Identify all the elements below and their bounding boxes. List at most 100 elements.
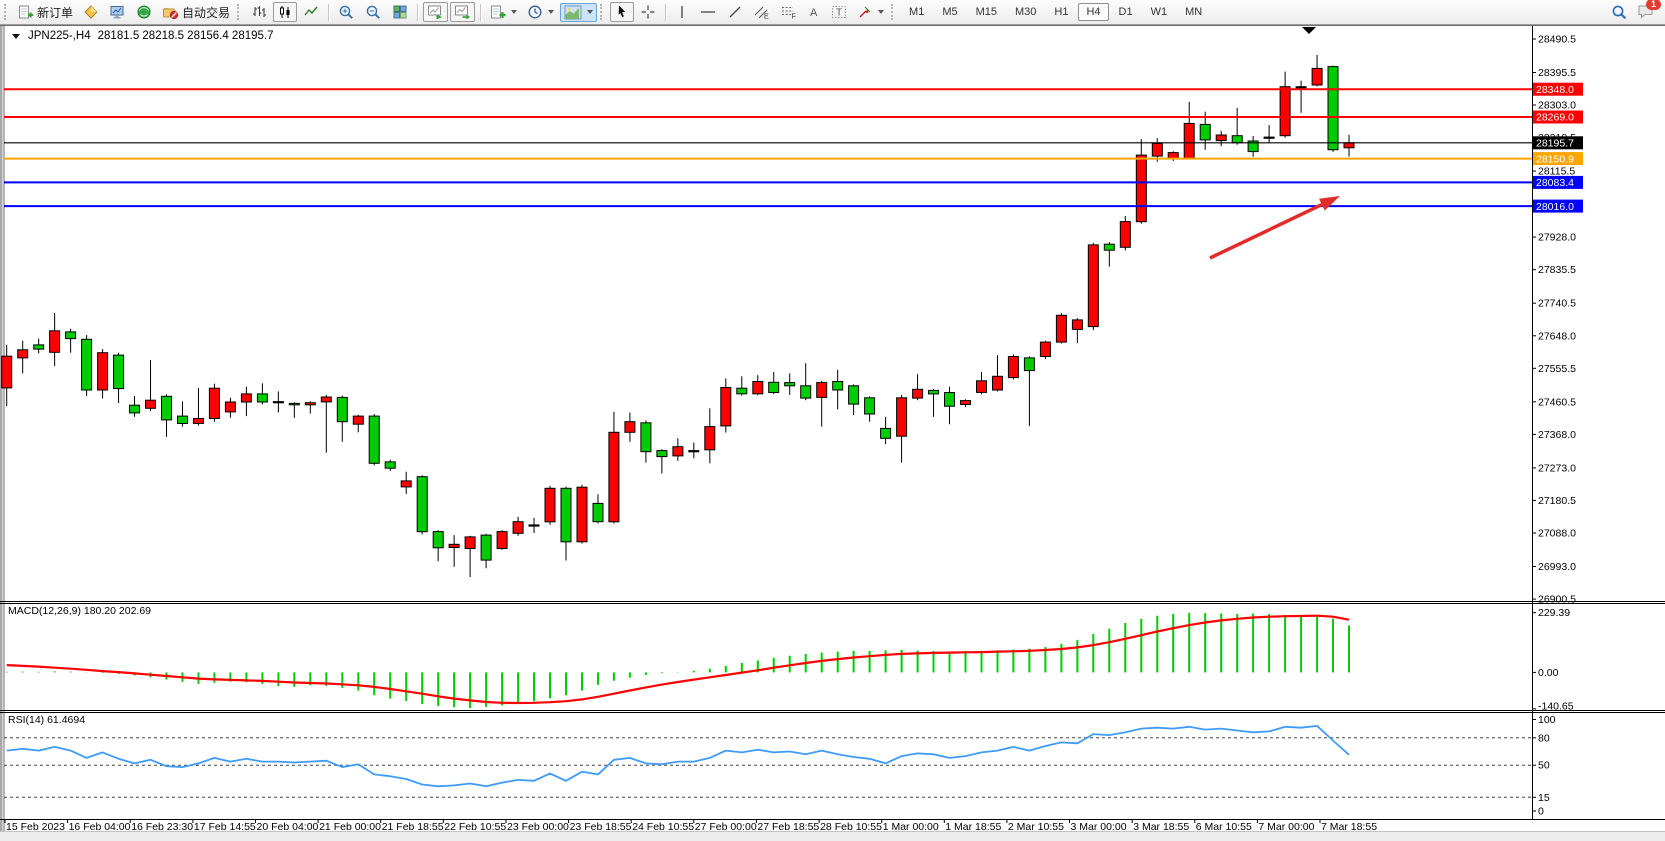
- candle: [704, 426, 716, 451]
- fibo-letter: F: [792, 14, 796, 21]
- templates-button[interactable]: [560, 2, 598, 22]
- timeframe-m5[interactable]: M5: [942, 6, 958, 18]
- tile-windows-icon: [393, 5, 407, 19]
- macd-indicator-label: MACD(12,26,9) 180.20 202.69: [8, 605, 152, 617]
- chart-ohlc-values: 28181.5 28218.5 28156.4 28195.7: [97, 30, 274, 42]
- svg-text:26900.5: 26900.5: [1538, 594, 1576, 606]
- toolbar-grip[interactable]: [600, 4, 605, 20]
- svg-text:229.39: 229.39: [1538, 607, 1570, 619]
- auto-trading-button[interactable]: 自动交易: [158, 2, 234, 23]
- candle: [432, 531, 444, 549]
- macd-signal-line: [6, 614, 1350, 705]
- new-order-button[interactable]: 新订单: [14, 2, 77, 23]
- svg-text:27 Feb 18:55: 27 Feb 18:55: [757, 821, 819, 833]
- text-label-icon: T: [832, 6, 847, 19]
- fibonacci-button[interactable]: F: [776, 2, 801, 22]
- candle: [880, 427, 892, 439]
- svg-text:15: 15: [1538, 792, 1550, 804]
- bar-chart-button[interactable]: [247, 2, 271, 22]
- svg-text:22 Feb 10:55: 22 Feb 10:55: [444, 821, 506, 833]
- candle: [416, 476, 428, 533]
- notifications-button[interactable]: 1: [1637, 0, 1661, 22]
- svg-text:21 Feb 00:00: 21 Feb 00:00: [319, 821, 381, 833]
- svg-text:26993.0: 26993.0: [1538, 561, 1576, 573]
- svg-text:27460.5: 27460.5: [1538, 396, 1576, 408]
- timeframe-h1[interactable]: H1: [1054, 6, 1069, 18]
- toolbar-separator: [665, 3, 667, 21]
- candle: [816, 382, 828, 398]
- cursor-button[interactable]: [610, 2, 635, 22]
- candle: [496, 531, 508, 549]
- svg-text:15 Feb 2023: 15 Feb 2023: [6, 821, 65, 833]
- equidistant-channel-button[interactable]: E: [749, 2, 774, 22]
- chart-shift-marker[interactable]: [1302, 27, 1316, 34]
- timeframe-h4[interactable]: H4: [1078, 3, 1109, 21]
- timeframe-d1[interactable]: D1: [1118, 6, 1133, 18]
- auto-scroll-button[interactable]: [423, 2, 449, 22]
- zoom-in-button[interactable]: [334, 2, 359, 23]
- market-depth-button[interactable]: [79, 2, 103, 22]
- zoom-out-button[interactable]: [361, 2, 386, 23]
- svg-text:28395.5: 28395.5: [1538, 67, 1576, 79]
- search-icon: [1612, 5, 1627, 19]
- svg-text:0.00: 0.00: [1538, 667, 1559, 679]
- timeframe-mn[interactable]: MN: [1185, 6, 1203, 18]
- text-button[interactable]: A: [803, 2, 825, 22]
- candle: [1183, 122, 1195, 159]
- vertical-line-button[interactable]: [671, 2, 693, 22]
- community-button[interactable]: [132, 2, 156, 22]
- timeframe-w1[interactable]: W1: [1150, 6, 1168, 18]
- candle: [800, 385, 812, 399]
- line-chart-icon: [304, 6, 318, 16]
- crosshair-icon: [641, 5, 655, 19]
- candle: [480, 534, 492, 561]
- trendline-button[interactable]: [723, 2, 747, 22]
- svg-text:28150.9: 28150.9: [1536, 153, 1574, 165]
- new-chart-button[interactable]: [486, 2, 521, 22]
- cursor-icon: [618, 5, 626, 18]
- dropdown-arrow-icon: [548, 10, 555, 14]
- candle: [177, 415, 188, 425]
- svg-text:0: 0: [1538, 806, 1544, 818]
- search-button[interactable]: [1607, 2, 1632, 23]
- chart-symbol-period: JPN225-,H4: [28, 30, 91, 42]
- candle: [368, 415, 380, 464]
- timeframe-m15[interactable]: M15: [975, 6, 997, 18]
- chart-collapse-icon[interactable]: [12, 33, 21, 40]
- horizontal-line-button[interactable]: [695, 2, 721, 22]
- label-letter: T: [836, 8, 842, 19]
- tile-windows-button[interactable]: [388, 2, 412, 22]
- toolbar-grip[interactable]: [237, 4, 242, 20]
- svg-text:1 Mar 00:00: 1 Mar 00:00: [883, 821, 939, 833]
- candle: [1071, 319, 1083, 330]
- chart-title: JPN225-,H4 28181.5 28218.5 28156.4 28195…: [12, 30, 274, 42]
- candlestick-chart-button[interactable]: [273, 2, 298, 22]
- zoom-in-icon: [339, 5, 353, 19]
- candle: [560, 487, 572, 543]
- candle: [928, 389, 939, 395]
- price-level-lines[interactable]: [4, 88, 1532, 208]
- toolbar-grip[interactable]: [4, 4, 9, 20]
- chart-shift-button[interactable]: [450, 2, 476, 22]
- timeframe-m30[interactable]: M30: [1015, 6, 1037, 18]
- crosshair-button[interactable]: [636, 2, 660, 22]
- candle: [592, 502, 604, 523]
- toolbar-separator: [480, 3, 482, 21]
- terminal-button[interactable]: [105, 2, 130, 22]
- trend-arrow-annotation[interactable]: [1209, 196, 1340, 260]
- time-axis[interactable]: 15 Feb 2023 16 Feb 04:00 16 Feb 23:30 17 Fe…: [4, 819, 1377, 833]
- candle: [784, 382, 796, 387]
- candle: [832, 381, 844, 391]
- candle: [464, 536, 476, 550]
- arrows-button[interactable]: [853, 2, 888, 22]
- text-label-button[interactable]: T: [827, 2, 851, 22]
- candle: [1103, 243, 1115, 251]
- price-axis[interactable]: 28490.528395.528303.028210.528115.527928…: [1532, 34, 1583, 606]
- line-chart-button[interactable]: [299, 2, 323, 22]
- toolbar-grip[interactable]: [891, 4, 896, 20]
- text-icon: A: [810, 7, 818, 19]
- timeframe-m1[interactable]: M1: [909, 6, 925, 18]
- periods-button[interactable]: [523, 2, 558, 22]
